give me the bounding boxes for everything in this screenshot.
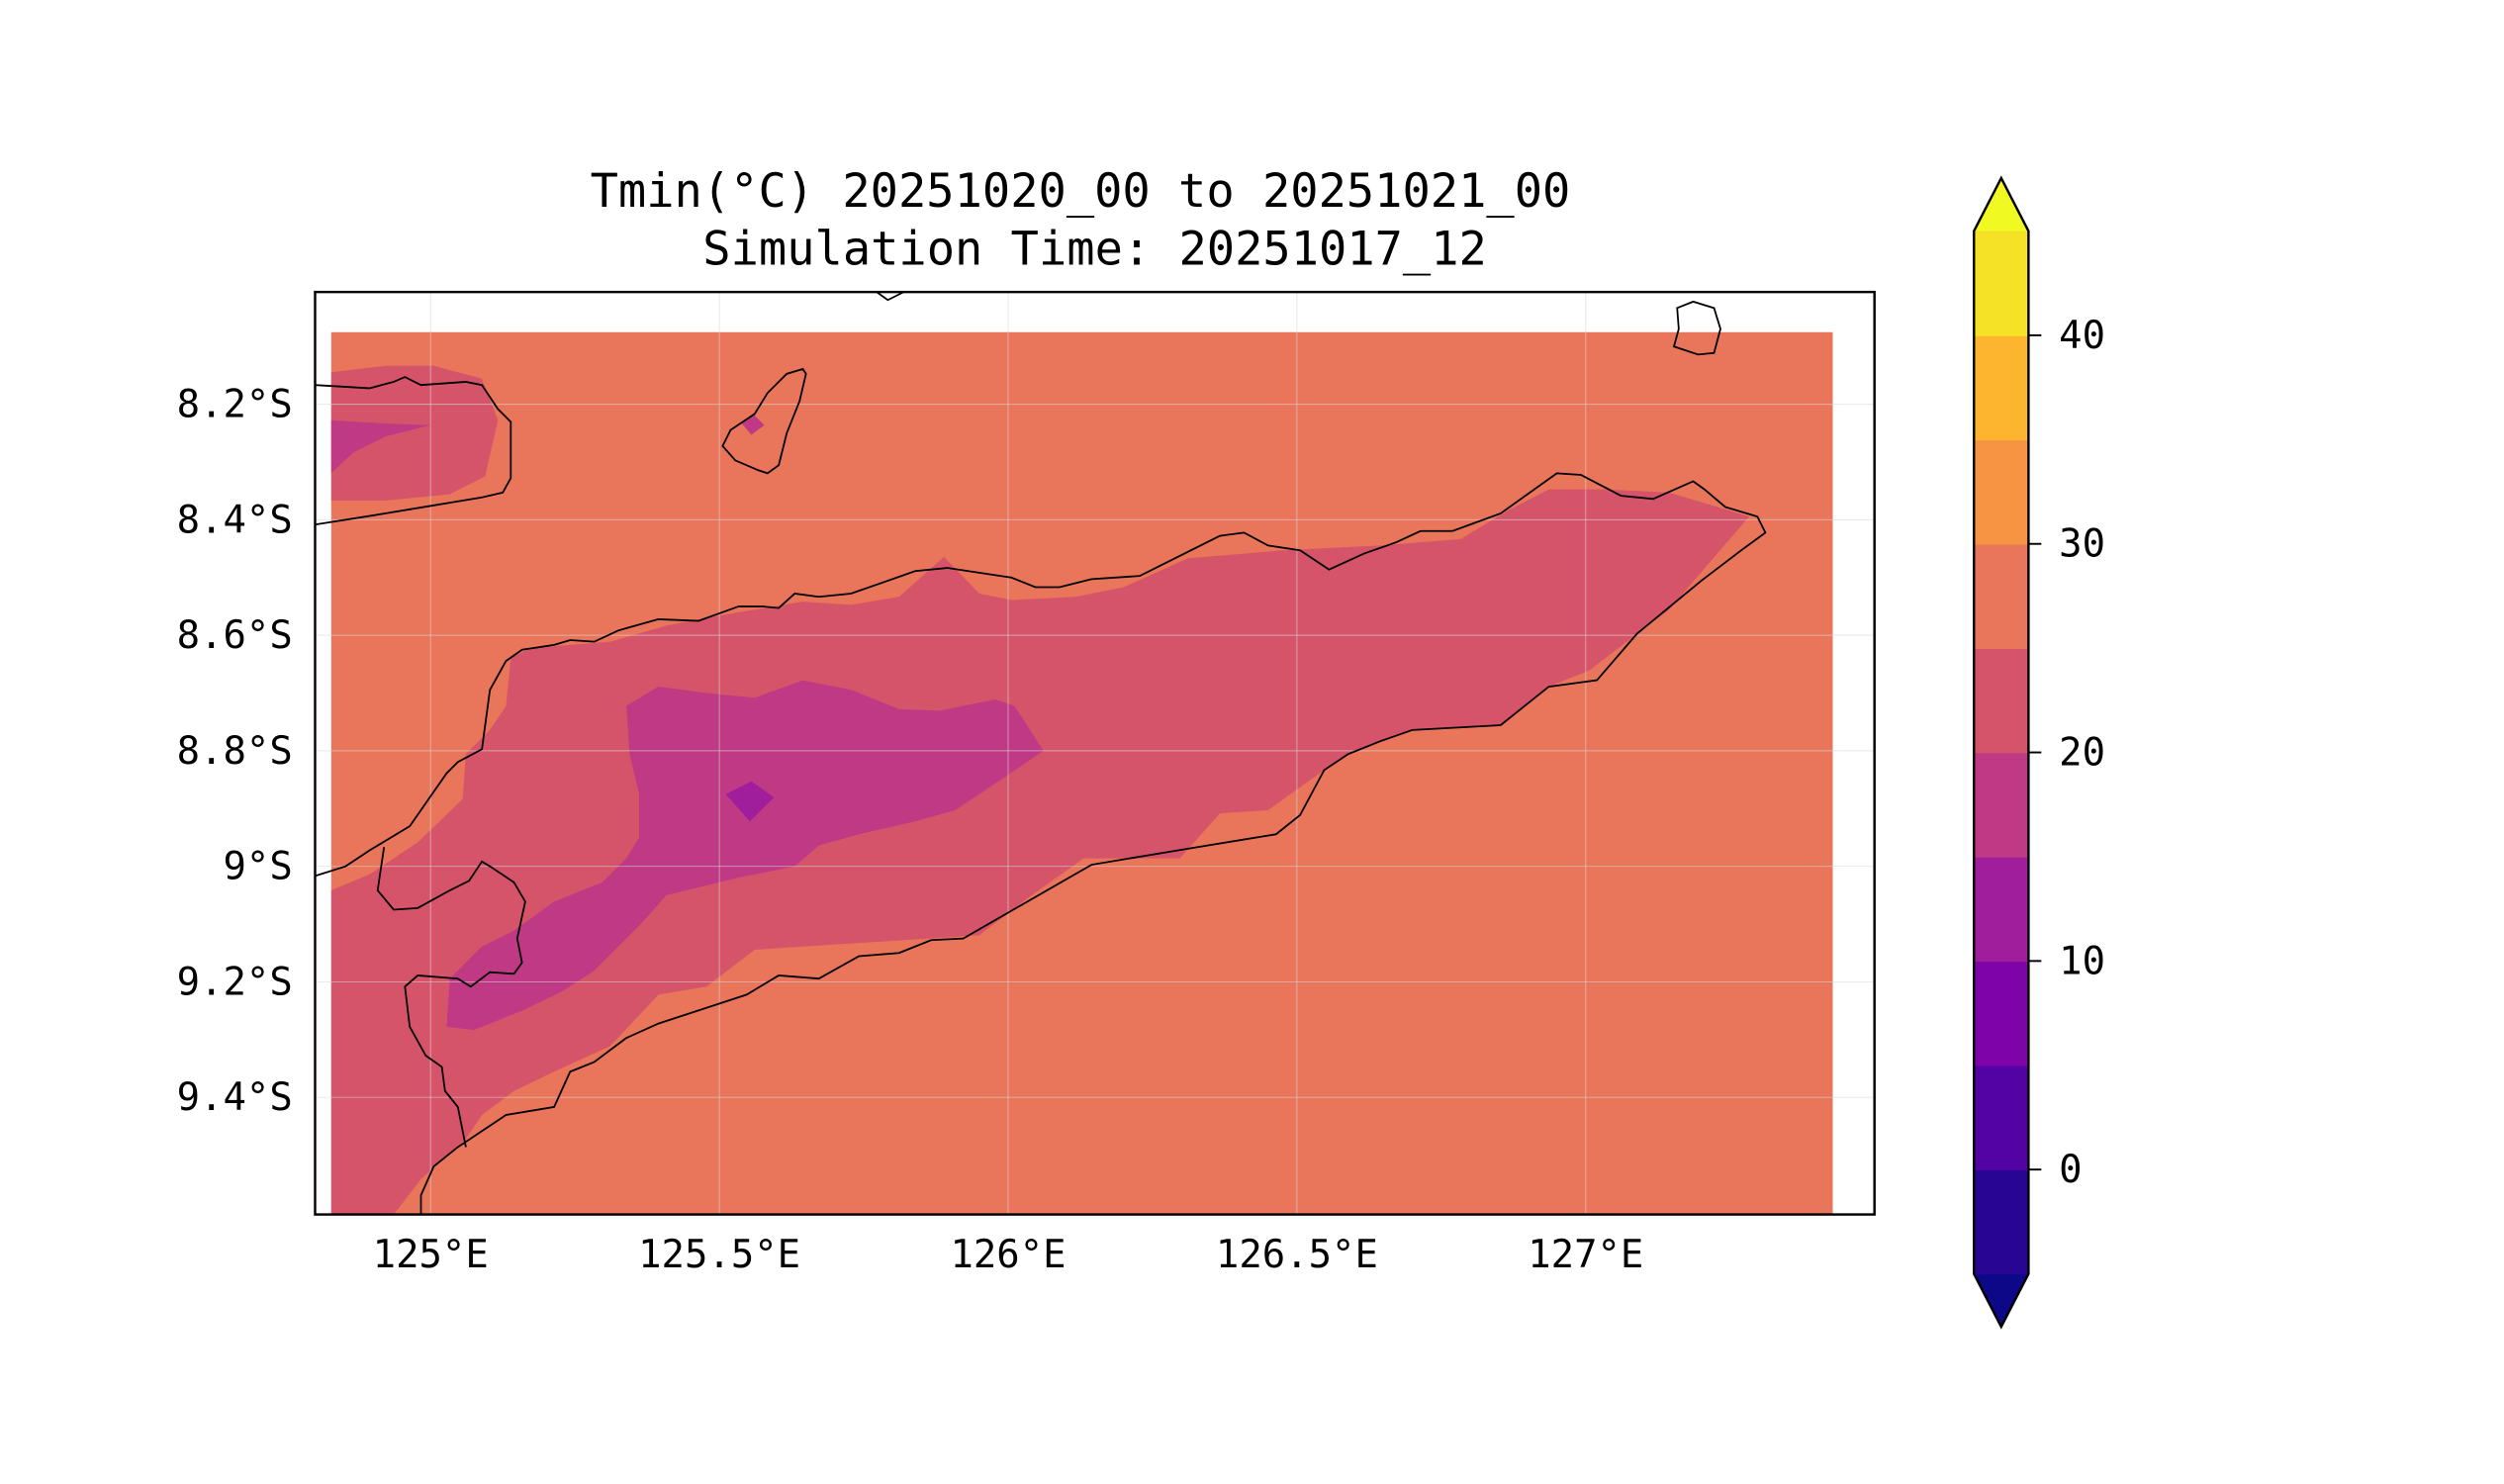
contour-20-25-timor: [330, 489, 1750, 1215]
colorbar: 0 10 20 30 40: [1973, 175, 2105, 1330]
colorbar-tick-label: 0: [2059, 1148, 2082, 1192]
y-tick-label: 8.8°S: [177, 729, 293, 774]
coastline-timor: [315, 472, 1767, 1215]
colorbar-bin: [1974, 648, 2029, 754]
colorbar-outline: [1973, 175, 2030, 1330]
colorbar-tick-label: 10: [2059, 939, 2105, 983]
x-tick-label: 125°E: [373, 1233, 489, 1277]
colorbar-tick-label: 40: [2059, 314, 2105, 358]
y-tick-label: 8.4°S: [177, 498, 293, 542]
coastline-wetar-edge: [876, 292, 905, 302]
colorbar-bin: [1974, 439, 2029, 545]
colorbar-bin: [1974, 1065, 2029, 1170]
plot-frame: [314, 290, 1876, 1216]
x-tick-label: 126°E: [950, 1233, 1066, 1277]
y-tick-label: 8.6°S: [177, 613, 293, 658]
y-tick-label: 9°S: [223, 845, 292, 889]
contour-15-20-timor: [446, 680, 1044, 1031]
colorbar-extend-over: [1974, 178, 2029, 232]
contour-10-15-peak: [725, 781, 775, 822]
colorbar-extend-under: [1974, 1273, 2029, 1328]
colorbar-bin: [1974, 231, 2029, 336]
y-tick-label: 8.2°S: [177, 383, 293, 427]
colorbar-bin: [1974, 543, 2029, 649]
colorbar-bin: [1974, 961, 2029, 1067]
contour-15-20-alor: [330, 419, 431, 474]
y-axis: 8.2°S 8.4°S 8.6°S 8.8°S 9°S 9.2°S 9.4°S: [177, 383, 293, 1121]
colorbar-bin: [1974, 856, 2029, 963]
coastline-atauro: [721, 367, 807, 475]
chart-subtitle: Simulation Time: 20251017_12: [702, 223, 1487, 277]
colorbar-bin: [1974, 334, 2029, 441]
border-oecusse: [376, 847, 526, 1148]
colorbar-bin: [1974, 752, 2029, 858]
x-tick-label: 125.5°E: [638, 1233, 800, 1277]
x-axis: 125°E 125.5°E 126°E 126.5°E 127°E: [373, 1233, 1644, 1277]
coastline-small-island: [1672, 300, 1721, 356]
x-tick-label: 127°E: [1528, 1233, 1643, 1277]
coastlines: [315, 292, 1767, 1215]
contour-fills: [330, 331, 1833, 1215]
colorbar-bin: [1974, 1169, 2029, 1275]
gridlines: [315, 292, 1875, 1215]
colorbar-tick-label: 30: [2059, 522, 2105, 567]
x-tick-label: 126.5°E: [1216, 1233, 1378, 1277]
chart-title: Tmin(°C) 20251020_00 to 20251021_00: [591, 164, 1571, 219]
y-tick-label: 9.2°S: [177, 960, 293, 1004]
contour-20-25-alor: [330, 365, 499, 501]
colorbar-tick-label: 20: [2059, 731, 2105, 776]
y-tick-label: 9.4°S: [177, 1075, 293, 1120]
coastline-alor: [315, 376, 512, 526]
